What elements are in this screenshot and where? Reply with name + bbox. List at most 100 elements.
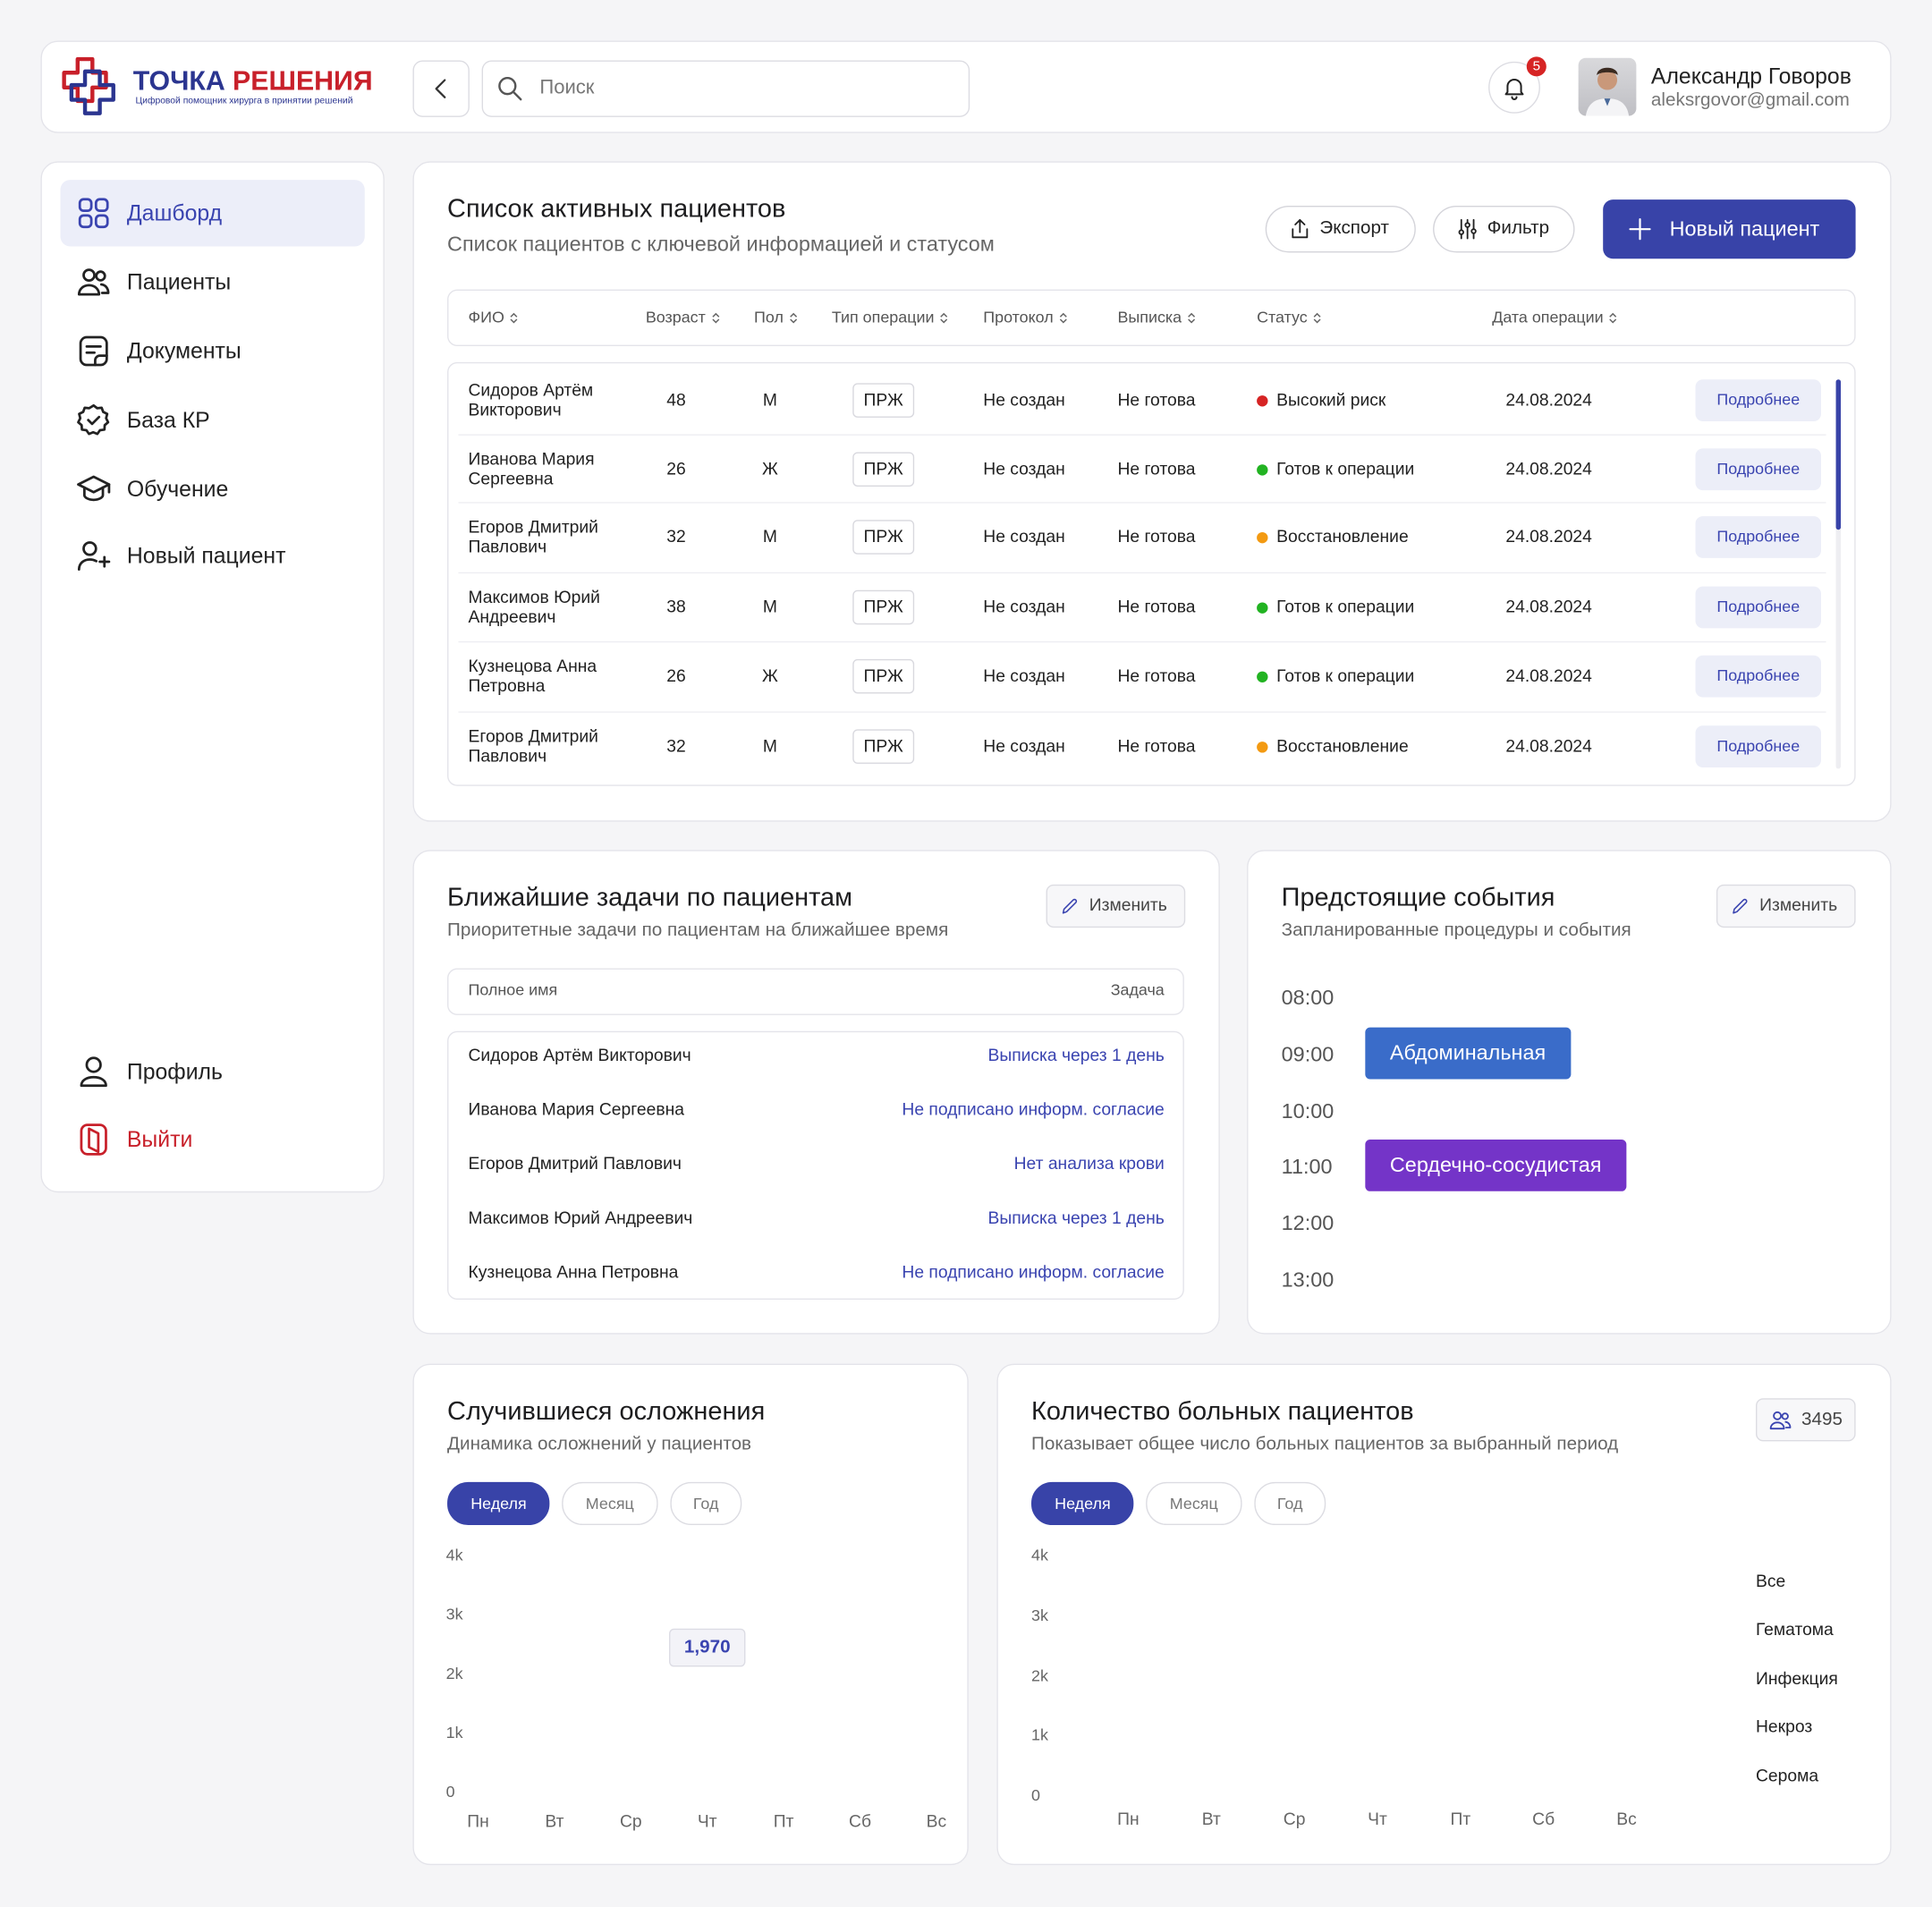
button-label[interactable]: Экспорт	[1319, 217, 1390, 239]
legend-label[interactable]: Некроз	[1756, 1716, 1813, 1737]
edit-icon	[1060, 895, 1080, 916]
details-button[interactable]	[1695, 586, 1822, 629]
operation-type: ПРЖ	[863, 458, 903, 479]
search[interactable]	[481, 60, 970, 117]
details-label[interactable]: Подробнее	[1716, 665, 1801, 685]
details-button[interactable]	[1695, 725, 1822, 768]
button-label[interactable]: Новый пациент	[1669, 217, 1820, 242]
x-tick-label: Сб	[849, 1810, 872, 1831]
column-header[interactable]: ФИО	[468, 309, 519, 326]
status: Восстановление	[1276, 526, 1409, 547]
column-header[interactable]: Возраст	[646, 309, 721, 326]
period-pill[interactable]: Неделя	[1031, 1481, 1134, 1526]
details-label[interactable]: Подробнее	[1716, 597, 1801, 616]
filter-button[interactable]	[1433, 206, 1575, 253]
x-tick-label: Ср	[619, 1810, 642, 1831]
legend-label[interactable]: Инфекция	[1756, 1667, 1838, 1688]
edit-button[interactable]	[1716, 884, 1856, 928]
period-pill[interactable]: Месяц	[562, 1481, 657, 1526]
legend-label[interactable]: Все	[1756, 1571, 1786, 1591]
details-button[interactable]	[1695, 379, 1822, 422]
total-badge	[1756, 1398, 1856, 1442]
button-label[interactable]: Изменить	[1759, 894, 1838, 915]
patient-sex: М	[762, 735, 778, 756]
button-label[interactable]: Изменить	[1089, 894, 1167, 915]
event[interactable]: Абдоминальная	[1365, 1027, 1571, 1080]
user-email: aleksrgovor@gmail.com	[1650, 89, 1850, 111]
operation-date: 24.08.2024	[1505, 596, 1592, 616]
nav-item[interactable]: Профиль	[126, 1059, 223, 1084]
section-subtitle: Показывает общее число больных пациентов…	[1031, 1433, 1619, 1454]
nav-item[interactable]: Новый пациент	[126, 543, 286, 568]
y-tick-label: 0	[1031, 1785, 1040, 1805]
period-pill[interactable]: Год	[669, 1481, 742, 1526]
details-button[interactable]	[1695, 655, 1822, 698]
section-title: Ближайшие задачи по пациентам	[447, 883, 853, 912]
column-header[interactable]: Тип операции	[832, 309, 949, 326]
task[interactable]: Выписка через 1 день	[987, 1207, 1165, 1227]
operation-type: ПРЖ	[863, 389, 903, 410]
legend-label[interactable]: Гематома	[1756, 1619, 1834, 1640]
y-tick-label: 3k	[445, 1605, 463, 1623]
task[interactable]: Выписка через 1 день	[987, 1045, 1165, 1065]
x-tick-label: Вт	[545, 1810, 564, 1831]
column-header[interactable]: Пол	[754, 309, 798, 326]
operation-badge	[852, 729, 915, 764]
bell-icon	[1501, 74, 1528, 101]
operation-date: 24.08.2024	[1505, 389, 1592, 410]
period-switch: Неделя Месяц Год	[447, 1481, 742, 1526]
column-header[interactable]: Статус	[1257, 309, 1322, 326]
patient-name: Кузнецова Анна Петровна	[468, 656, 597, 695]
legend-label[interactable]: Серома	[1756, 1765, 1819, 1785]
nav-item[interactable]: Документы	[126, 338, 242, 364]
patient-age: 32	[666, 735, 686, 756]
nav-icon	[75, 470, 112, 507]
details-button[interactable]	[1695, 448, 1822, 491]
status-dot	[1257, 741, 1268, 752]
period-pill[interactable]: Неделя	[447, 1481, 550, 1526]
status: Готов к операции	[1276, 596, 1415, 616]
export-button[interactable]	[1265, 206, 1416, 253]
patient-name: Иванова Мария Сергеевна	[468, 448, 595, 488]
brand-tagline: Цифровой помощник хирурга в принятии реш…	[135, 94, 353, 106]
y-tick-label: 1k	[445, 1723, 463, 1742]
period-pill[interactable]: Год	[1253, 1481, 1326, 1526]
protocol: Не создан	[983, 596, 1065, 616]
column-header[interactable]: Протокол	[983, 309, 1068, 326]
section-subtitle: Запланированные процедуры и события	[1281, 920, 1631, 941]
task[interactable]: Не подписано информ. согласие	[902, 1098, 1165, 1119]
details-label[interactable]: Подробнее	[1716, 459, 1801, 479]
x-tick-label: Чт	[1368, 1809, 1387, 1829]
status-dot	[1257, 670, 1268, 682]
edit-button[interactable]	[1046, 884, 1186, 928]
section-subtitle: Приоритетные задачи по пациентам на ближ…	[447, 920, 949, 941]
details-label[interactable]: Подробнее	[1716, 527, 1801, 546]
column-header[interactable]: Выписка	[1117, 309, 1196, 326]
period-pill[interactable]: Месяц	[1146, 1481, 1241, 1526]
details-button[interactable]	[1695, 516, 1822, 558]
nav-item[interactable]: Выйти	[126, 1127, 193, 1152]
nav-item[interactable]: Пациенты	[126, 269, 232, 295]
patient-sex: М	[762, 596, 778, 616]
task[interactable]: Не подписано информ. согласие	[902, 1261, 1165, 1282]
complications-card	[412, 1363, 969, 1866]
nav-item[interactable]: Дашборд	[126, 200, 223, 225]
nav-active-bg[interactable]	[60, 180, 365, 247]
operation-date: 24.08.2024	[1505, 735, 1592, 756]
nav-icon	[75, 402, 112, 438]
button-label[interactable]: Фильтр	[1487, 217, 1550, 239]
y-tick-label: 4k	[1031, 1546, 1048, 1564]
nav-item[interactable]: Обучение	[126, 476, 229, 502]
event[interactable]: Сердечно-сосудистая	[1365, 1140, 1626, 1192]
back-button[interactable]	[412, 60, 470, 117]
nav-item[interactable]: База КР	[126, 407, 210, 433]
column-header: Задача	[1110, 979, 1165, 999]
column-header[interactable]: Дата операции	[1492, 309, 1618, 326]
notification-count: 5	[1532, 58, 1541, 74]
time-label: 13:00	[1281, 1267, 1335, 1293]
details-label[interactable]: Подробнее	[1716, 390, 1801, 409]
task[interactable]: Нет анализа крови	[1013, 1153, 1165, 1174]
details-label[interactable]: Подробнее	[1716, 736, 1801, 755]
user-name: Александр Говоров	[1650, 64, 1852, 89]
